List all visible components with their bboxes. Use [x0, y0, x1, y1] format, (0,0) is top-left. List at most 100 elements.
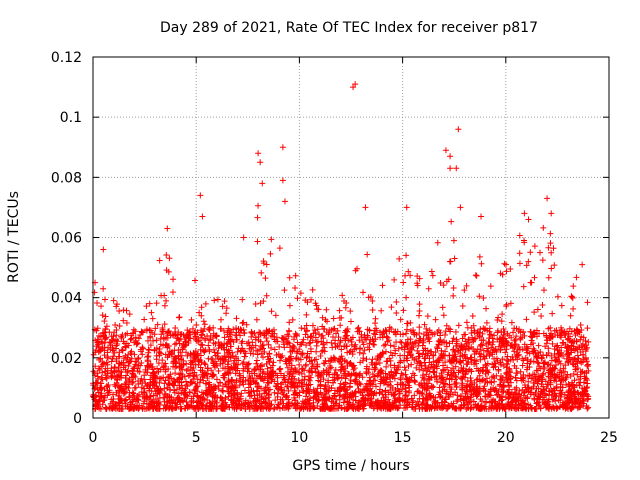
- data-point: [365, 392, 372, 399]
- data-point: [165, 342, 172, 349]
- data-point: [259, 370, 266, 377]
- data-point: [116, 308, 123, 315]
- data-point: [202, 361, 209, 368]
- data-point: [455, 126, 462, 133]
- data-point: [431, 405, 438, 412]
- data-point: [274, 404, 281, 411]
- data-point: [222, 381, 229, 388]
- data-point: [223, 305, 230, 312]
- data-point: [123, 319, 130, 326]
- data-point: [191, 390, 198, 397]
- data-point: [535, 360, 542, 367]
- data-point: [453, 379, 460, 386]
- data-point: [323, 306, 330, 313]
- data-point: [328, 327, 335, 334]
- data-point: [317, 372, 324, 379]
- data-point: [286, 319, 293, 326]
- data-point: [567, 372, 574, 379]
- data-point: [558, 369, 565, 376]
- data-point: [146, 387, 153, 394]
- data-point: [574, 326, 581, 333]
- data-point: [298, 370, 305, 377]
- data-point: [118, 383, 125, 390]
- data-point: [183, 378, 190, 385]
- data-point: [439, 405, 446, 412]
- data-point: [114, 373, 121, 380]
- data-point: [344, 398, 351, 405]
- data-point: [328, 356, 335, 363]
- data-point: [125, 385, 132, 392]
- data-point: [538, 355, 545, 362]
- data-point: [378, 307, 385, 314]
- data-point: [547, 240, 554, 247]
- data-point: [568, 379, 575, 386]
- data-point: [294, 295, 301, 302]
- data-point: [300, 336, 307, 343]
- data-point: [448, 376, 455, 383]
- data-point: [206, 327, 213, 334]
- data-point: [111, 338, 118, 345]
- data-point: [552, 357, 559, 364]
- data-point: [303, 361, 310, 368]
- data-point: [396, 398, 403, 405]
- data-point: [502, 349, 509, 356]
- data-point: [482, 388, 489, 395]
- data-point: [120, 317, 127, 324]
- data-point: [535, 393, 542, 400]
- data-point: [477, 342, 484, 349]
- data-point: [494, 329, 501, 336]
- data-point: [424, 329, 431, 336]
- data-point: [434, 239, 441, 246]
- data-point: [104, 355, 111, 362]
- data-point: [532, 390, 539, 397]
- data-point: [205, 379, 212, 386]
- data-point: [577, 321, 584, 328]
- data-point: [156, 257, 163, 264]
- data-point: [455, 322, 462, 329]
- data-point: [520, 283, 527, 290]
- data-point: [207, 336, 214, 343]
- data-point: [152, 380, 159, 387]
- data-point: [110, 333, 117, 340]
- data-point: [356, 372, 363, 379]
- data-point: [221, 298, 228, 305]
- data-point: [102, 313, 109, 320]
- data-point: [167, 386, 174, 393]
- data-point: [125, 362, 132, 369]
- data-point: [482, 393, 489, 400]
- data-point: [236, 382, 243, 389]
- data-point: [363, 386, 370, 393]
- data-point: [385, 396, 392, 403]
- data-point: [543, 385, 550, 392]
- data-point: [371, 366, 378, 373]
- data-point: [332, 366, 339, 373]
- data-point: [252, 397, 259, 404]
- data-point: [304, 396, 311, 403]
- data-point: [169, 289, 176, 296]
- data-point: [431, 330, 438, 337]
- data-point: [372, 377, 379, 384]
- data-point: [403, 330, 410, 337]
- data-point: [263, 405, 270, 412]
- data-point: [310, 405, 317, 412]
- data-point: [225, 393, 232, 400]
- data-point: [240, 326, 247, 333]
- data-point: [214, 296, 221, 303]
- data-point: [204, 365, 211, 372]
- data-point: [577, 368, 584, 375]
- data-point: [401, 397, 408, 404]
- data-point: [200, 377, 207, 384]
- data-point: [432, 316, 439, 323]
- data-point: [543, 332, 550, 339]
- data-point: [467, 405, 474, 412]
- data-point: [230, 385, 237, 392]
- data-point: [532, 350, 539, 357]
- data-point: [278, 387, 285, 394]
- data-point: [520, 357, 527, 364]
- data-point: [356, 337, 363, 344]
- data-point: [112, 321, 119, 328]
- data-point: [554, 293, 561, 300]
- data-point: [263, 327, 270, 334]
- data-point: [519, 362, 526, 369]
- data-point: [192, 361, 199, 368]
